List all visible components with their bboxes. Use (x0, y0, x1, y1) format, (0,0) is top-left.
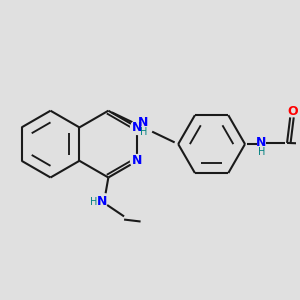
Text: N: N (132, 121, 142, 134)
Text: N: N (97, 195, 108, 208)
Text: N: N (138, 116, 148, 129)
Text: H: H (90, 197, 98, 207)
Text: H: H (140, 127, 147, 137)
Text: N: N (132, 154, 142, 167)
Text: H: H (258, 147, 265, 158)
Text: O: O (287, 105, 298, 118)
Text: N: N (256, 136, 267, 149)
